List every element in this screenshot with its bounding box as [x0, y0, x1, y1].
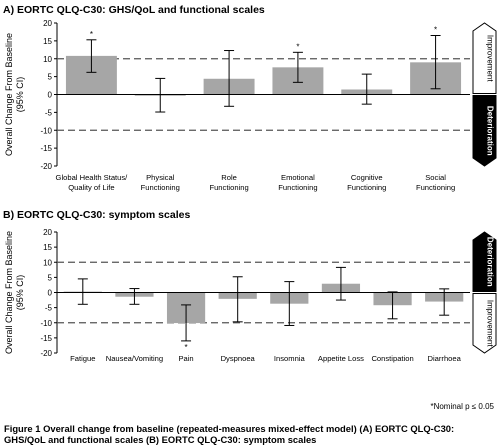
chart-a-ytick-label: -5 [45, 108, 53, 117]
chart-b-side-label-upper: Deterioration [486, 237, 495, 287]
chart-a-category-label: Functioning [278, 183, 317, 192]
chart-b-category-label: Diarrhoea [428, 354, 462, 363]
chart-a-category-label: Functioning [141, 183, 180, 192]
chart-a-ytick-label: 5 [48, 73, 53, 82]
chart-a-category-label: Quality of Life [68, 183, 114, 192]
chart-b-title: B) EORTC QLQ-C30: symptom scales [3, 209, 190, 221]
chart-b-ytick-label: 20 [43, 228, 52, 237]
chart-b-ytick-label: 5 [48, 273, 53, 282]
chart-a-ytick-label: 0 [48, 91, 53, 100]
chart-a-category-label: Physical [146, 173, 175, 182]
chart-b-side-label-lower: Improvement [486, 300, 495, 347]
chart-b-ytick-label: 0 [48, 289, 53, 298]
chart-b-ytick-label: 15 [43, 243, 52, 252]
chart-a-side-label-upper: Improvement [486, 35, 495, 82]
chart-b-ylabel-unit: (95% CI) [15, 275, 25, 311]
chart-a-ytick-label: 15 [43, 37, 52, 46]
chart-a-ytick-label: 20 [43, 19, 52, 28]
chart-b-category-label: Constipation [371, 354, 413, 363]
chart-a-category-label: Role [221, 173, 237, 182]
chart-a-significance-marker: * [296, 42, 299, 51]
chart-a-ytick-label: -10 [40, 126, 52, 135]
figure-caption: Figure 1 Overall change from baseline (r… [4, 423, 455, 445]
chart-a-category-label: Global Health Status/ [56, 173, 129, 182]
chart-a-ytick-label: -15 [40, 144, 52, 153]
chart-a-ytick-label: 10 [43, 55, 52, 64]
chart-b-ytick-label: 10 [43, 258, 52, 267]
chart-b-category-label: Appetite Loss [318, 354, 364, 363]
chart-a-category-label: Functioning [347, 183, 386, 192]
chart-b-ytick-label: -20 [40, 349, 52, 358]
chart-a-ylabel-unit: (95% CI) [15, 77, 25, 113]
chart-b-category-label: Dyspnoea [221, 354, 256, 363]
chart-a-significance-marker: * [434, 26, 437, 35]
chart-b-side-arrow-upper [472, 231, 497, 292]
chart-b-category-label: Fatigue [70, 354, 95, 363]
chart-b-ylabel: Overall Change From Baseline [4, 231, 14, 354]
chart-b-ytick-label: -5 [45, 304, 53, 313]
chart-b-ytick-label: -10 [40, 319, 52, 328]
chart-b-significance-marker: * [185, 343, 188, 352]
chart-a-category-label: Social [425, 173, 446, 182]
chart-a-category-label: Emotional [281, 173, 315, 182]
chart-a-side-arrow-lower [472, 95, 497, 167]
chart-a-side-arrow-upper [472, 22, 497, 94]
footnote: *Nominal p ≤ 0.05 [430, 402, 494, 411]
chart-a-ylabel: Overall Change From Baseline [4, 33, 14, 156]
chart-a-category-label: Cognitive [351, 173, 383, 182]
chart-a-side-label-lower: Deterioration [486, 106, 495, 156]
chart-a-title: A) EORTC QLQ-C30: GHS/QoL and functional… [3, 4, 265, 16]
chart-b-category-label: Nausea/Vomiting [106, 354, 163, 363]
chart-b-category-label: Pain [178, 354, 193, 363]
chart-a-category-label: Functioning [209, 183, 248, 192]
chart-b-ytick-label: -15 [40, 334, 52, 343]
chart-a-ytick-label: -20 [40, 162, 52, 171]
chart-b-category-label: Insomnia [274, 354, 306, 363]
chart-a-category-label: Functioning [416, 183, 455, 192]
chart-b-side-arrow-lower [472, 293, 497, 354]
chart-a-significance-marker: * [90, 30, 93, 39]
